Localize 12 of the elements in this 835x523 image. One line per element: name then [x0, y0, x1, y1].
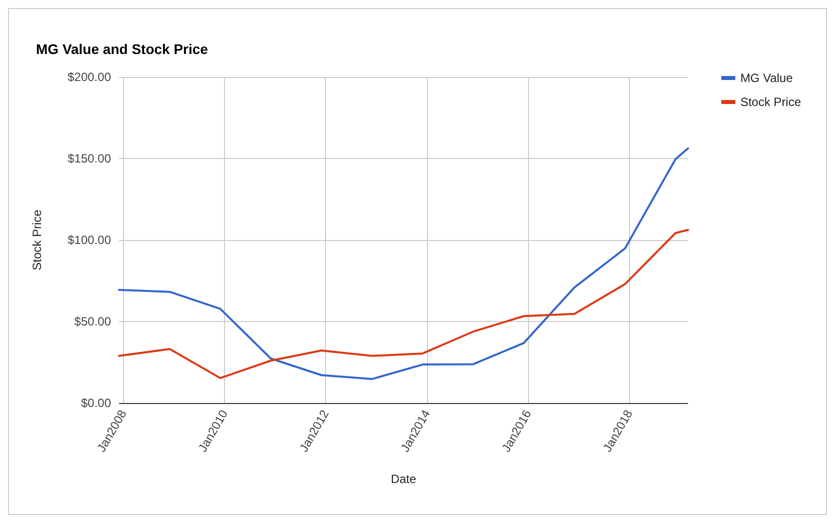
chart-title: MG Value and Stock Price: [36, 41, 208, 57]
legend-label: MG Value: [740, 71, 794, 85]
line-series: [118, 228, 689, 380]
y-tick-label: $50.00: [74, 314, 112, 328]
line-series: [118, 147, 689, 380]
y-tick-label: $200.00: [68, 70, 112, 84]
y-axis-title: Stock Price: [30, 209, 44, 270]
x-axis-title: Date: [390, 472, 416, 486]
legend-label: Stock Price: [740, 95, 802, 109]
y-tick-label: $0.00: [80, 396, 112, 410]
y-tick-label: $100.00: [68, 233, 112, 247]
y-tick-label: $150.00: [68, 152, 112, 166]
